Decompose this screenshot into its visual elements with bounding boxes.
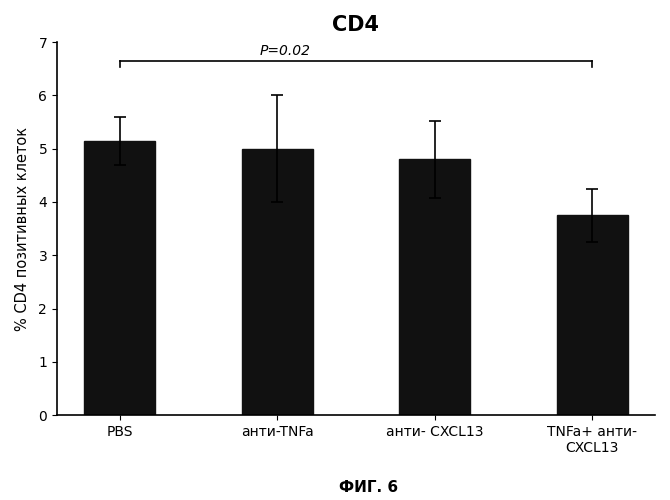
Title: CD4: CD4 [332, 15, 379, 35]
Bar [242, 148, 313, 415]
Bar [399, 160, 470, 415]
Text: P=0.02: P=0.02 [259, 44, 311, 58]
Bar [557, 216, 628, 415]
Y-axis label: % CD4 позитивных клеток: % CD4 позитивных клеток [15, 126, 30, 330]
Text: ФИГ. 6: ФИГ. 6 [339, 480, 398, 495]
Bar [84, 140, 155, 415]
